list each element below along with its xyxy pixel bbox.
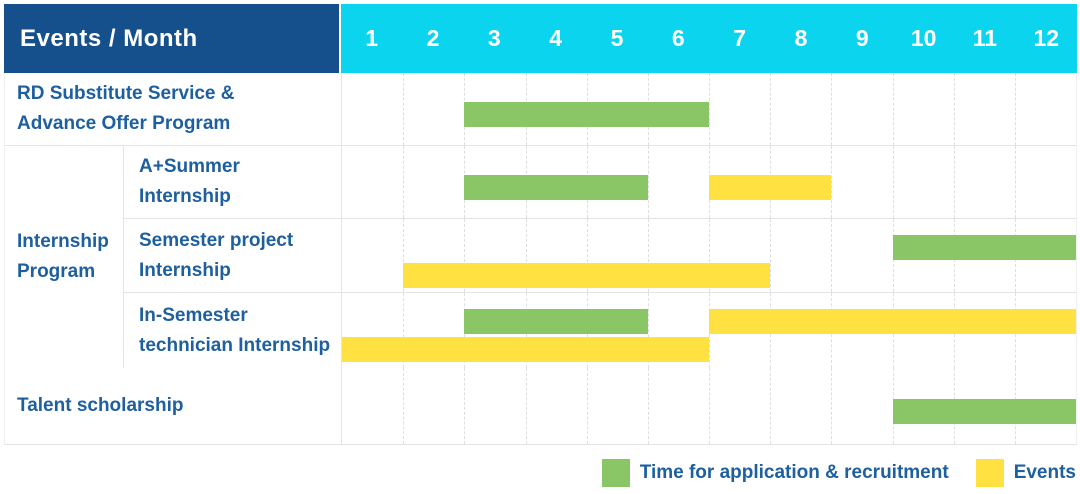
month-gridline [464, 368, 466, 444]
row-label: RD Substitute Service & Advance Offer Pr… [17, 83, 235, 134]
month-gridline [709, 73, 710, 145]
chart-area [341, 368, 1076, 444]
month-gridline [770, 73, 772, 145]
chart-area [341, 219, 1076, 292]
month-gridline [525, 219, 527, 292]
sub-row-label-cell: In-Semester technician Internship [123, 293, 341, 368]
chart-area [341, 146, 1076, 218]
sub-row-label: Semester project Internship [139, 229, 294, 281]
month-gridline [892, 73, 894, 145]
legend: Time for application & recruitment Event… [601, 459, 1076, 487]
sub-row-label: A+Summer Internship [139, 156, 240, 207]
month-label: 5 [610, 25, 624, 51]
month-header-row: 1 2 3 4 5 6 7 8 9 10 11 12 [341, 4, 1077, 73]
event-row: Talent scholarship [5, 368, 1076, 444]
month-gridline [525, 368, 527, 444]
month-label: 7 [733, 25, 747, 51]
month-label: 1 [365, 25, 379, 51]
month-gridline [1014, 146, 1016, 218]
month-gridline [403, 293, 405, 368]
application-bar [464, 175, 648, 200]
month-gridline [403, 73, 405, 145]
application-bar [464, 102, 709, 127]
chart-area [341, 73, 1076, 145]
sub-row-label: In-Semester technician Internship [139, 304, 331, 356]
green-swatch [601, 459, 630, 487]
month-gridline [403, 146, 405, 218]
event-bar [403, 263, 771, 288]
chart-area [341, 293, 1076, 368]
group-subrows: A+Summer Internship Semester project Inte… [123, 146, 1076, 368]
events-month-table: Events / Month 1 2 3 4 5 6 7 8 9 10 11 12 RD Substi… [4, 4, 1077, 445]
group-label-cell: Internship Program [5, 146, 123, 368]
legend-label-application: Time for application & recruitment [639, 462, 949, 483]
legend-label-events: Events [1013, 462, 1076, 483]
group-row: Internship Program A+Summer Internship Sem… [5, 145, 1076, 368]
event-bar [709, 175, 832, 200]
month-gridline [709, 219, 710, 292]
sub-row-label-cell: A+Summer Internship [123, 146, 341, 218]
month-gridline [586, 368, 588, 444]
month-gridline [831, 368, 833, 444]
month-gridline [647, 368, 649, 444]
row-label: Talent scholarship [17, 395, 184, 416]
month-label: 6 [671, 25, 685, 51]
month-label: 11 [972, 25, 998, 51]
month-gridline [892, 146, 894, 218]
month-gridline [953, 73, 955, 145]
row-label-cell: RD Substitute Service & Advance Offer Pr… [5, 73, 341, 145]
yellow-swatch [975, 459, 1004, 487]
event-row: RD Substitute Service & Advance Offer Pr… [5, 73, 1076, 145]
month-label: 3 [487, 25, 501, 51]
application-bar [464, 309, 648, 334]
sub-row-label-cell: Semester project Internship [123, 219, 341, 292]
event-sub-row: A+Summer Internship [123, 146, 1076, 218]
legend-item-events: Events [975, 459, 1076, 487]
month-gridline [647, 219, 649, 292]
month-gridline [647, 146, 649, 218]
month-gridline [953, 146, 955, 218]
application-bar [892, 399, 1076, 424]
table-header: Events / Month 1 2 3 4 5 6 7 8 9 10 11 12 [4, 4, 1077, 73]
month-gridline [403, 219, 405, 292]
month-gridline [709, 368, 710, 444]
table-body: RD Substitute Service & Advance Offer Pr… [4, 73, 1077, 445]
month-label: 9 [855, 25, 869, 51]
application-bar [892, 235, 1076, 260]
event-bar [342, 337, 709, 362]
month-gridline [831, 73, 833, 145]
month-gridline [770, 219, 772, 292]
row-label-cell: Talent scholarship [5, 368, 341, 444]
month-label: 12 [1033, 25, 1060, 51]
month-gridline [586, 219, 588, 292]
event-sub-row: In-Semester technician Internship [123, 292, 1076, 368]
month-gridline [831, 146, 833, 218]
event-bar [709, 309, 1076, 334]
header-title-cell: Events / Month [4, 4, 339, 73]
month-label: 8 [794, 25, 808, 51]
month-gridline [403, 368, 405, 444]
event-sub-row: Semester project Internship [123, 218, 1076, 292]
legend-item-application: Time for application & recruitment [601, 459, 949, 487]
month-gridline [1014, 73, 1016, 145]
month-gridline [831, 219, 833, 292]
month-gridline [770, 368, 772, 444]
group-label: Internship Program [17, 231, 109, 282]
month-label: 10 [910, 25, 937, 51]
month-label: 2 [426, 25, 440, 51]
page-title: Events / Month [20, 24, 198, 52]
month-gridline [464, 219, 466, 292]
month-gridline [647, 293, 649, 368]
month-label: 4 [549, 25, 563, 51]
